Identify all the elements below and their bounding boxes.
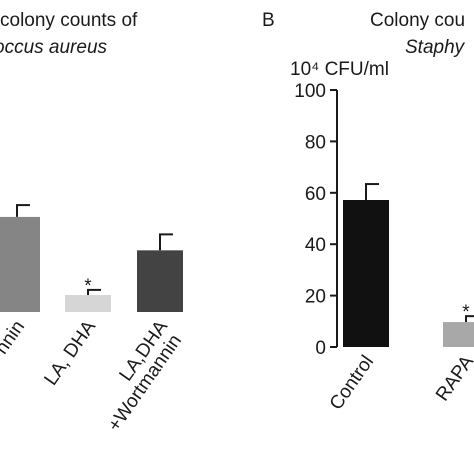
bar bbox=[343, 199, 389, 347]
chart-title: Colony cou bbox=[370, 10, 465, 31]
y-tick-label: 80 bbox=[305, 132, 326, 153]
y-tick-label: 40 bbox=[305, 235, 326, 256]
chart-title: occus aureus bbox=[0, 37, 108, 58]
y-tick-label: 20 bbox=[305, 287, 326, 308]
y-axis-label: 10⁴ CFU/ml bbox=[290, 59, 389, 80]
panel-letter: B bbox=[262, 10, 275, 31]
significance-mark: * bbox=[462, 302, 470, 323]
bar bbox=[443, 322, 474, 347]
x-tick-label: Control bbox=[326, 352, 378, 414]
y-tick-label: 0 bbox=[315, 338, 326, 359]
y-tick-label: 100 bbox=[294, 81, 326, 102]
x-tick-label: RAPA bbox=[432, 352, 474, 406]
bar bbox=[65, 295, 111, 312]
x-tick-label: nnin bbox=[0, 317, 29, 358]
chart-title: Staphy bbox=[405, 37, 466, 58]
significance-mark: * bbox=[84, 276, 92, 297]
bar bbox=[0, 216, 40, 312]
y-tick-label: 60 bbox=[305, 184, 326, 205]
chart-title: colony counts of bbox=[0, 10, 138, 31]
bar bbox=[137, 250, 183, 312]
x-tick-label: LA, DHA bbox=[40, 317, 100, 390]
